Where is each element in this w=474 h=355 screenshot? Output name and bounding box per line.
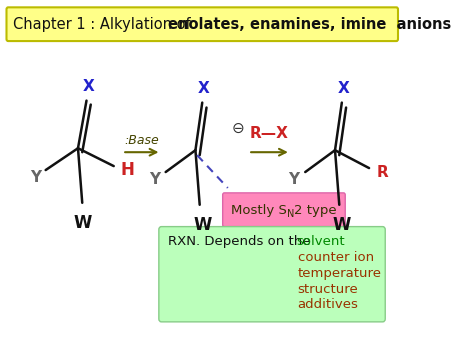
FancyBboxPatch shape xyxy=(159,226,385,322)
Text: X: X xyxy=(198,81,210,96)
Text: Y: Y xyxy=(149,173,160,187)
Text: temperature: temperature xyxy=(298,267,382,280)
Text: Mostly S: Mostly S xyxy=(231,204,287,217)
FancyBboxPatch shape xyxy=(223,193,345,226)
Text: H: H xyxy=(120,161,134,179)
Text: additives: additives xyxy=(298,299,358,311)
Text: enolates, enamines, imine  anions: enolates, enamines, imine anions xyxy=(168,17,451,32)
Text: R—X: R—X xyxy=(250,126,289,141)
Text: W: W xyxy=(333,215,351,234)
Text: Y: Y xyxy=(30,170,41,186)
Text: RXN. Depends on the: RXN. Depends on the xyxy=(168,235,315,248)
Text: Y: Y xyxy=(289,173,300,187)
Text: X: X xyxy=(82,79,94,94)
Text: N: N xyxy=(287,209,295,219)
FancyBboxPatch shape xyxy=(7,7,398,41)
Text: :Base: :Base xyxy=(125,134,159,147)
Text: 2 type: 2 type xyxy=(294,204,337,217)
Text: ⊖: ⊖ xyxy=(232,121,245,136)
Text: R: R xyxy=(377,165,389,180)
Text: X: X xyxy=(337,81,349,96)
Text: solvent: solvent xyxy=(296,235,345,248)
Text: W: W xyxy=(74,214,92,232)
Text: Chapter 1 : Alkylation of: Chapter 1 : Alkylation of xyxy=(13,17,196,32)
Text: W: W xyxy=(193,215,211,234)
Text: structure: structure xyxy=(298,283,358,296)
Text: counter ion: counter ion xyxy=(298,251,374,264)
